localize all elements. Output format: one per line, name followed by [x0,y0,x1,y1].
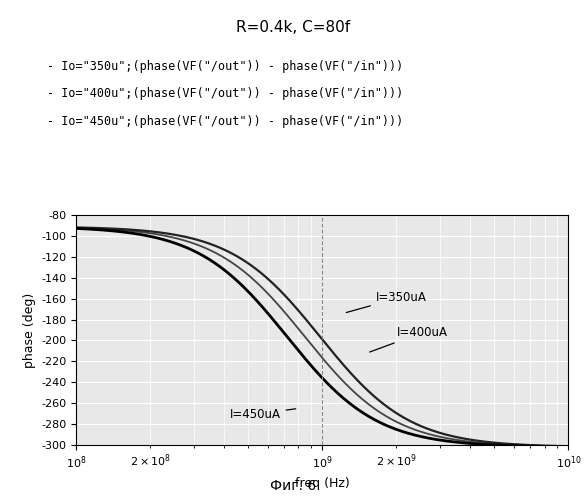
Text: I=350uA: I=350uA [346,290,427,312]
Text: R=0.4k, C=80f: R=0.4k, C=80f [236,20,350,35]
Text: Фиг. 6: Фиг. 6 [270,479,316,493]
Text: I=450uA: I=450uA [230,408,296,421]
Text: - Io="350u";(phase(VF("/out")) - phase(VF("/in"))): - Io="350u";(phase(VF("/out")) - phase(V… [47,60,403,73]
Text: I=400uA: I=400uA [370,326,447,352]
Y-axis label: phase (deg): phase (deg) [23,292,36,368]
Text: - Io="450u";(phase(VF("/out")) - phase(VF("/in"))): - Io="450u";(phase(VF("/out")) - phase(V… [47,115,403,128]
X-axis label: freq (Hz): freq (Hz) [295,477,350,490]
Text: - Io="400u";(phase(VF("/out")) - phase(VF("/in"))): - Io="400u";(phase(VF("/out")) - phase(V… [47,88,403,101]
